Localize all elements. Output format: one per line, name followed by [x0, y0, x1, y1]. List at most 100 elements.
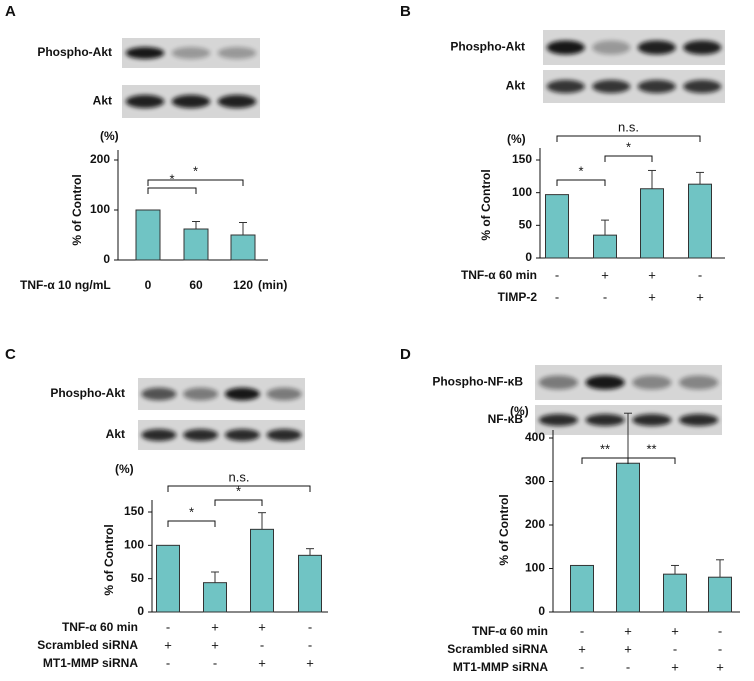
y-tick-label: 0 [538, 604, 545, 618]
condition-sign: - [308, 637, 312, 652]
condition-sign: + [578, 641, 586, 656]
condition-sign: + [211, 619, 219, 634]
bar [183, 228, 209, 261]
condition-label: TNF-α 60 min [461, 268, 537, 282]
blot-band [171, 47, 211, 59]
blot-band [632, 375, 672, 390]
error-bar [696, 171, 704, 185]
significance-label: * [626, 139, 631, 154]
blot-band [183, 387, 219, 401]
blot-band [585, 375, 625, 390]
blot-band [683, 40, 722, 55]
panel-label: D [400, 346, 411, 363]
y-tick-label: 200 [525, 517, 545, 531]
blot-band [632, 414, 672, 426]
panel-label: B [400, 3, 411, 20]
condition-sign: + [306, 655, 314, 670]
bar [135, 209, 161, 261]
y-tick-label: 100 [525, 561, 545, 575]
blot-label: Akt [106, 427, 125, 441]
y-unit: (%) [100, 129, 119, 143]
blot-label: NF-κB [488, 412, 524, 426]
blot-band [217, 47, 257, 59]
condition-sign: - [580, 623, 584, 638]
blot-band [592, 40, 631, 55]
y-tick-label: 400 [525, 430, 545, 444]
blot-band [683, 79, 722, 94]
condition-sign: - [308, 619, 312, 634]
error-bar [239, 222, 247, 235]
y-tick-label: 150 [512, 152, 532, 166]
blot-label: Phospho-Akt [37, 45, 112, 59]
significance-label: * [236, 483, 241, 498]
condition-label: TIMP-2 [498, 290, 538, 304]
x-tick-label: 0 [145, 278, 152, 292]
condition-label: Scrambled siRNA [447, 642, 548, 656]
significance-bracket [147, 179, 244, 186]
condition-label: TNF-α 60 min [62, 620, 138, 634]
condition-label: MT1-MMP siRNA [43, 656, 138, 670]
error-bar [716, 559, 724, 578]
bar [298, 554, 322, 613]
x-tick-label: 120 [233, 278, 253, 292]
condition-sign: + [671, 659, 679, 674]
error-bar [258, 512, 266, 530]
significance-label: * [578, 163, 583, 178]
error-bar [192, 221, 200, 229]
x-unit: (min) [258, 278, 287, 292]
blot-label: Akt [93, 94, 112, 108]
bar [545, 194, 569, 259]
blot-band [546, 79, 585, 94]
bar [663, 573, 687, 613]
condition-sign: - [718, 623, 722, 638]
blot-band [183, 429, 219, 441]
bar [688, 183, 712, 259]
blot-band [538, 375, 579, 390]
condition-sign: + [696, 289, 704, 304]
y-tick-label: 0 [525, 250, 532, 264]
significance-bracket [214, 499, 263, 506]
x-tick-label: 60 [189, 278, 203, 292]
blot-band [141, 387, 177, 401]
blot-band [266, 429, 302, 441]
y-unit: (%) [510, 404, 529, 418]
significance-label: ** [600, 441, 610, 456]
bar [230, 234, 256, 261]
significance-label: n.s. [229, 469, 250, 484]
condition-sign: + [601, 267, 609, 282]
condition-sign: + [648, 289, 656, 304]
condition-label: TNF-α 60 min [472, 624, 548, 638]
blot-band [592, 79, 631, 94]
error-bar [306, 548, 314, 556]
panel-label: A [5, 3, 16, 20]
significance-label: * [169, 171, 174, 186]
significance-bracket [147, 187, 197, 194]
y-axis-label: % of Control [497, 494, 511, 565]
significance-label: ** [646, 441, 656, 456]
blot-label: Phospho-Akt [50, 386, 125, 400]
blot-band [585, 414, 625, 426]
blot-label: Phospho-NF-κB [432, 375, 523, 389]
blot-band [678, 375, 719, 390]
y-tick-label: 50 [131, 571, 145, 585]
blot-band [546, 40, 585, 55]
condition-label: Scrambled siRNA [37, 638, 138, 652]
condition-sign: - [166, 655, 170, 670]
bar [570, 564, 594, 613]
y-tick-label: 0 [103, 252, 110, 266]
y-axis-label: % of Control [102, 524, 116, 595]
y-tick-label: 100 [512, 185, 532, 199]
y-tick-label: 100 [90, 202, 110, 216]
condition-sign: - [698, 267, 702, 282]
bar [156, 544, 180, 613]
condition-sign: + [624, 641, 632, 656]
significance-bracket [167, 520, 216, 527]
condition-label: MT1-MMP siRNA [453, 660, 548, 674]
y-tick-label: 300 [525, 474, 545, 488]
condition-sign: - [213, 655, 217, 670]
blot-band [678, 414, 719, 426]
condition-sign: - [603, 289, 607, 304]
bar [640, 188, 664, 259]
y-axis-label: % of Control [70, 174, 84, 245]
